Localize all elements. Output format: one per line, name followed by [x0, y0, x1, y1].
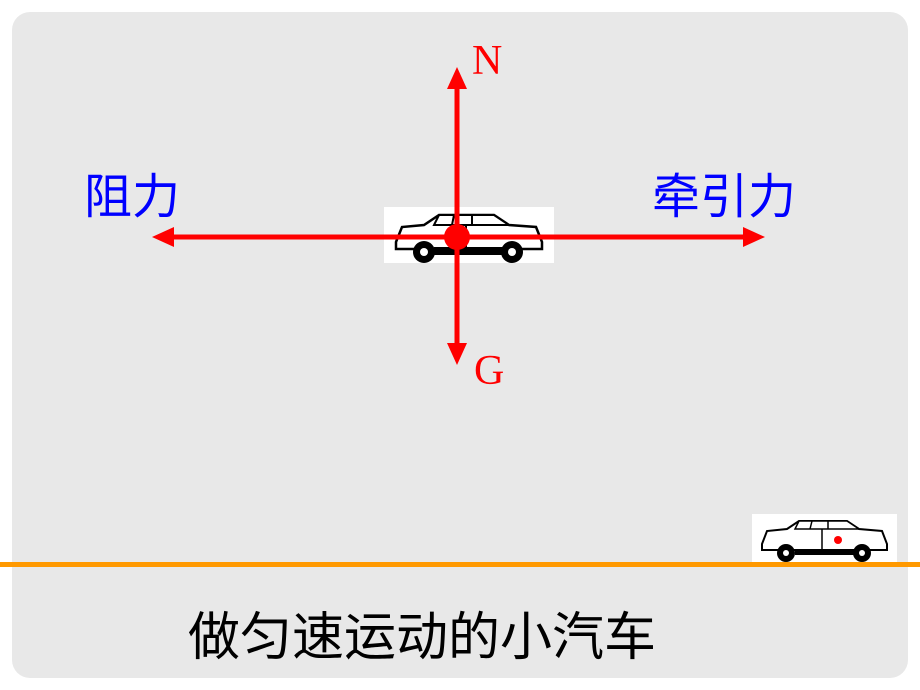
normal-force-label: N: [472, 37, 502, 85]
traction-force-label: 牵引力: [652, 157, 796, 227]
resistance-force-arrow: [152, 217, 462, 257]
normal-force-arrow: [437, 67, 477, 242]
resistance-force-label: 阻力: [84, 157, 180, 227]
ground-line: [0, 562, 920, 567]
center-point: [444, 224, 470, 250]
caption-text: 做匀速运动的小汽车: [188, 595, 656, 670]
force-diagram: N G 阻力 牵引力: [12, 12, 908, 678]
gravity-force-label: G: [474, 347, 504, 395]
slide-background: N G 阻力 牵引力: [12, 12, 908, 678]
